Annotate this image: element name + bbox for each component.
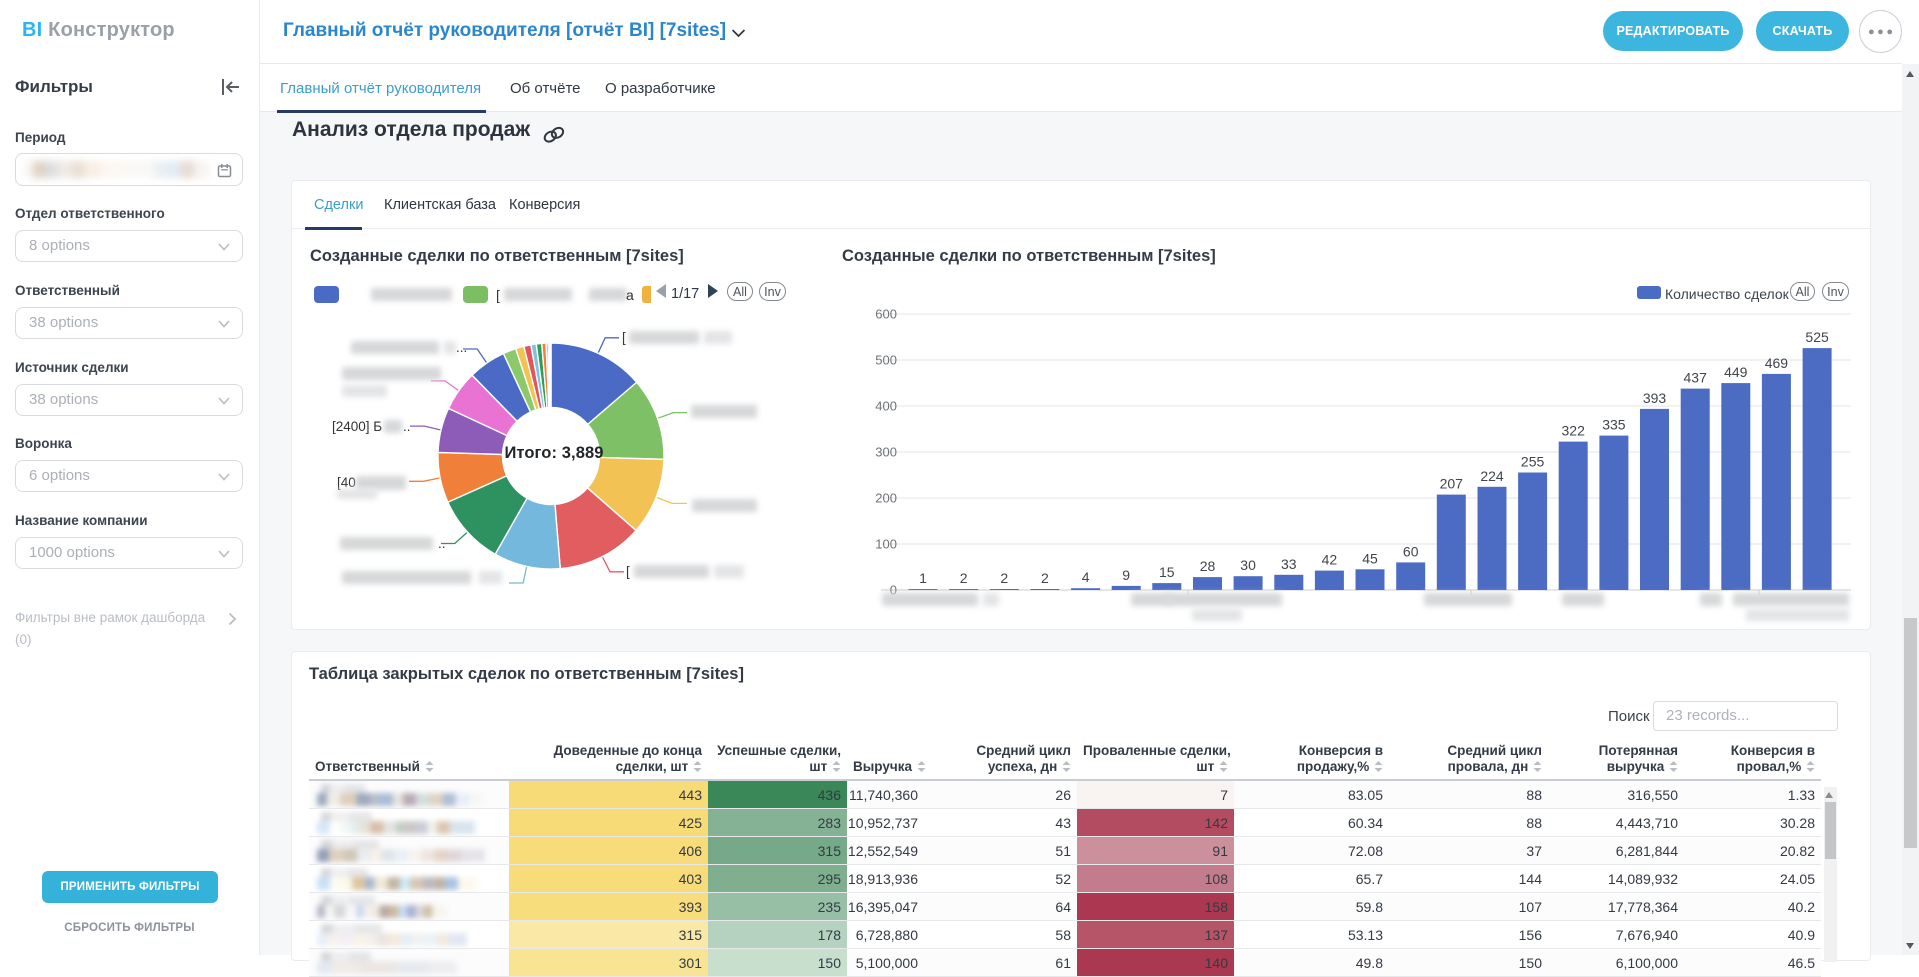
svg-text:60: 60 [1403,543,1419,559]
svg-text:30: 30 [1240,557,1256,573]
svg-text:45: 45 [1362,550,1378,566]
svg-text:400: 400 [875,399,897,414]
svg-text:2: 2 [1041,570,1049,586]
svg-text:393: 393 [1643,390,1667,406]
svg-text:300: 300 [875,445,897,460]
svg-text:200: 200 [875,491,897,506]
svg-text:600: 600 [875,307,897,322]
svg-text:9: 9 [1122,567,1130,583]
svg-text:100: 100 [875,537,897,552]
svg-text:28: 28 [1200,558,1216,574]
svg-text:4: 4 [1082,569,1090,585]
svg-text:15: 15 [1159,564,1175,580]
svg-text:449: 449 [1724,364,1748,380]
svg-text:33: 33 [1281,556,1297,572]
svg-text:224: 224 [1480,468,1504,484]
svg-text:0: 0 [890,583,897,598]
svg-text:1: 1 [919,570,927,586]
svg-text:2: 2 [960,570,968,586]
svg-text:500: 500 [875,353,897,368]
svg-text:2: 2 [1000,570,1008,586]
svg-text:207: 207 [1440,476,1464,492]
svg-text:255: 255 [1521,454,1545,470]
svg-text:469: 469 [1765,355,1789,371]
svg-text:335: 335 [1602,417,1626,433]
svg-text:322: 322 [1562,423,1586,439]
svg-text:437: 437 [1684,370,1708,386]
svg-text:525: 525 [1805,329,1829,345]
svg-text:42: 42 [1322,552,1338,568]
